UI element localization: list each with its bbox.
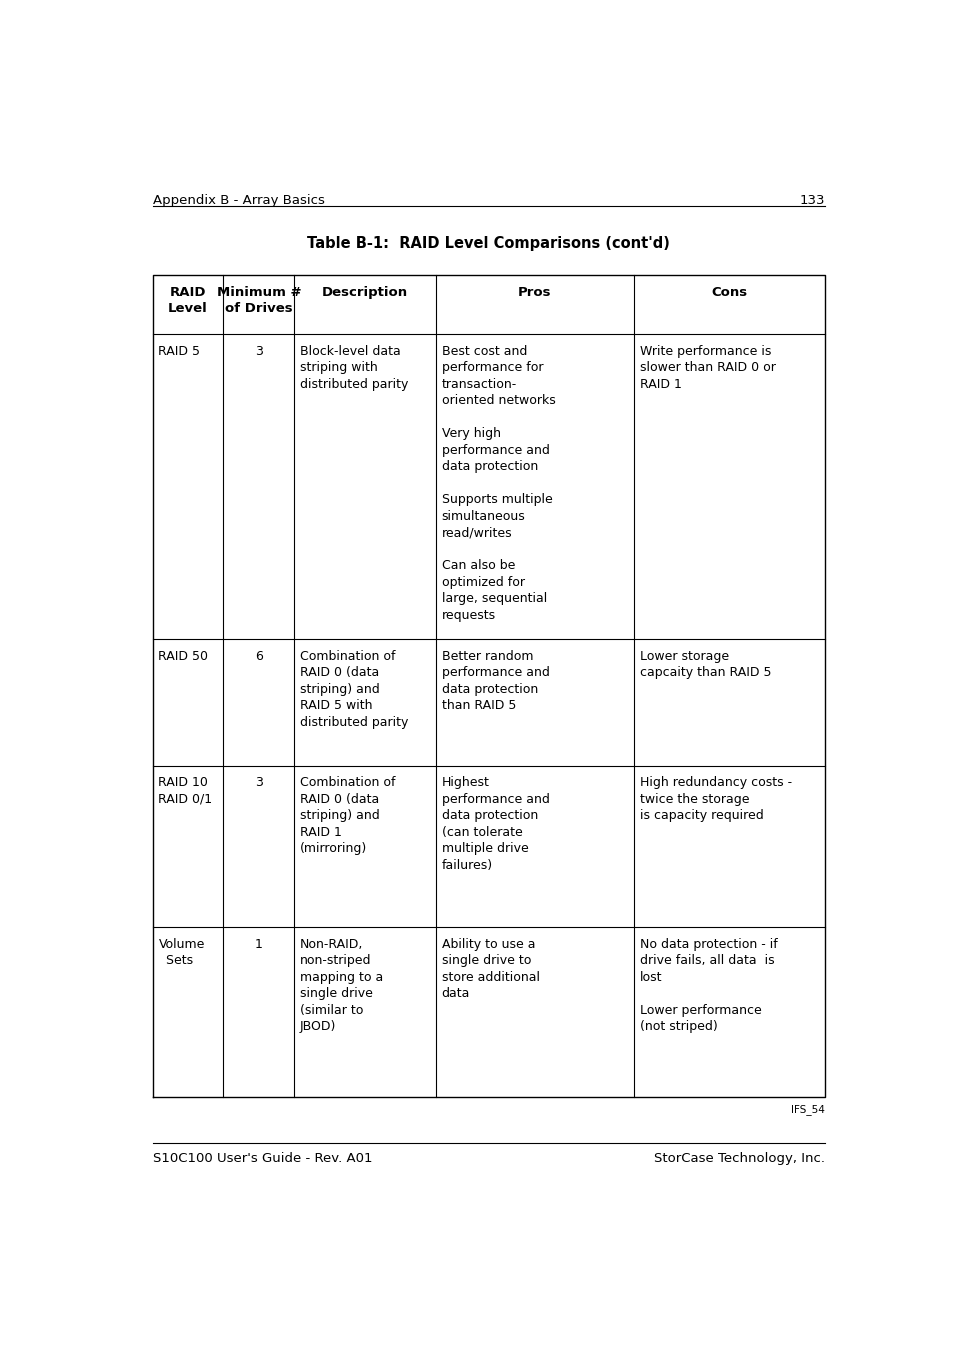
Text: 3: 3 (254, 345, 262, 357)
Text: IFS_54: IFS_54 (791, 1105, 824, 1116)
Text: 3: 3 (254, 776, 262, 790)
Text: RAID
Level: RAID Level (168, 286, 208, 315)
Text: Block-level data
striping with
distributed parity: Block-level data striping with distribut… (300, 345, 408, 390)
Text: 6: 6 (254, 650, 262, 663)
Text: Lower storage
capcaity than RAID 5: Lower storage capcaity than RAID 5 (639, 650, 771, 679)
Text: Better random
performance and
data protection
than RAID 5: Better random performance and data prote… (441, 650, 549, 712)
Text: High redundancy costs -
twice the storage
is capacity required: High redundancy costs - twice the storag… (639, 776, 791, 823)
Text: RAID 10
RAID 0/1: RAID 10 RAID 0/1 (158, 776, 213, 806)
Text: Table B-1:  RAID Level Comparisons (cont'd): Table B-1: RAID Level Comparisons (cont'… (307, 235, 670, 251)
Text: Description: Description (321, 286, 408, 298)
Text: Write performance is
slower than RAID 0 or
RAID 1: Write performance is slower than RAID 0 … (639, 345, 775, 390)
Text: Combination of
RAID 0 (data
striping) and
RAID 5 with
distributed parity: Combination of RAID 0 (data striping) an… (300, 650, 408, 728)
Text: 1: 1 (254, 938, 262, 950)
Text: Best cost and
performance for
transaction-
oriented networks

Very high
performa: Best cost and performance for transactio… (441, 345, 555, 622)
Text: StorCase Technology, Inc.: StorCase Technology, Inc. (654, 1151, 824, 1165)
Text: RAID 5: RAID 5 (158, 345, 200, 357)
Text: No data protection - if
drive fails, all data  is
lost

Lower performance
(not s: No data protection - if drive fails, all… (639, 938, 777, 1034)
Text: Minimum #
of Drives: Minimum # of Drives (216, 286, 301, 315)
Text: 133: 133 (799, 194, 824, 207)
Text: Highest
performance and
data protection
(can tolerate
multiple drive
failures): Highest performance and data protection … (441, 776, 549, 872)
Text: Ability to use a
single drive to
store additional
data: Ability to use a single drive to store a… (441, 938, 539, 1001)
Text: Non-RAID,
non-striped
mapping to a
single drive
(similar to
JBOD): Non-RAID, non-striped mapping to a singl… (300, 938, 383, 1034)
Text: RAID 50: RAID 50 (158, 650, 208, 663)
Text: Pros: Pros (517, 286, 551, 298)
Text: S10C100 User's Guide - Rev. A01: S10C100 User's Guide - Rev. A01 (152, 1151, 372, 1165)
Text: Appendix B - Array Basics: Appendix B - Array Basics (152, 194, 324, 207)
Text: Cons: Cons (711, 286, 747, 298)
Text: Volume
  Sets: Volume Sets (158, 938, 205, 968)
Text: Combination of
RAID 0 (data
striping) and
RAID 1
(mirroring): Combination of RAID 0 (data striping) an… (300, 776, 395, 856)
